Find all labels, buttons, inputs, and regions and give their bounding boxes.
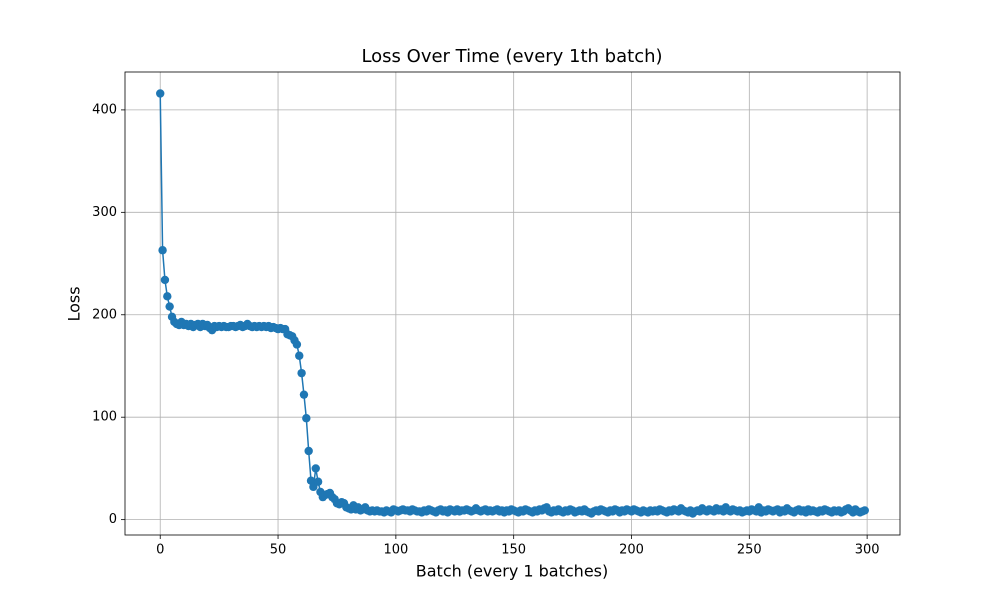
plot-frame xyxy=(124,71,901,536)
marker xyxy=(160,275,170,285)
y-tick-label: 0 xyxy=(109,512,117,527)
x-tick-label: 150 xyxy=(501,543,526,558)
marker xyxy=(165,302,174,311)
marker xyxy=(311,464,320,473)
y-axis-label: Loss xyxy=(65,286,84,321)
x-tick-label: 50 xyxy=(270,543,287,558)
marker xyxy=(302,414,311,423)
marker xyxy=(295,351,304,360)
marker xyxy=(304,446,313,456)
marker xyxy=(313,477,323,486)
x-axis-label: Batch (every 1 batches) xyxy=(416,562,608,581)
x-tick-label: 300 xyxy=(855,543,880,558)
y-tick-label: 300 xyxy=(92,205,117,220)
x-tick-label: 0 xyxy=(156,543,164,558)
x-tick-label: 200 xyxy=(619,543,644,558)
marker xyxy=(297,368,306,378)
marker xyxy=(158,246,167,255)
marker xyxy=(163,292,172,301)
marker xyxy=(299,390,309,399)
marker xyxy=(156,89,165,98)
chart-title: Loss Over Time (every 1th batch) xyxy=(361,46,662,67)
x-tick-label: 250 xyxy=(737,543,762,558)
marker xyxy=(292,340,302,349)
x-tick-label: 100 xyxy=(383,543,408,558)
y-tick-label: 100 xyxy=(92,410,117,425)
y-tick-label: 400 xyxy=(92,102,117,117)
y-tick-label: 200 xyxy=(92,307,117,322)
marker xyxy=(860,506,869,515)
